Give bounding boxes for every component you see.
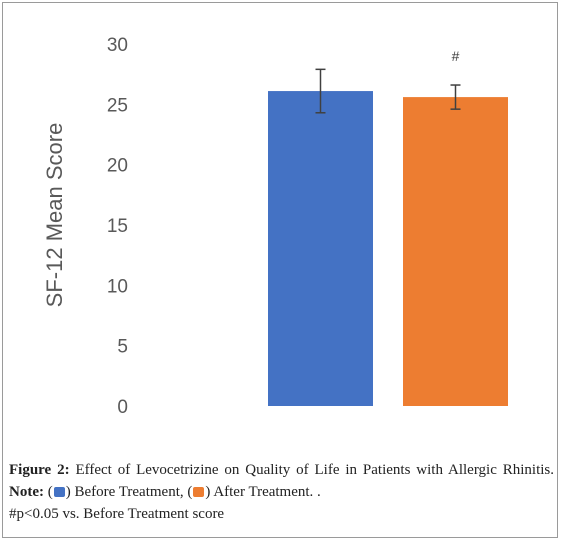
before-swatch [53,487,65,497]
y-tick-label: 0 [117,397,128,418]
caption-footnote: #p<0.05 vs. Before Treatment score [9,506,225,522]
bar-chart: SF-12 Mean Score 0 5 10 15 20 25 30 # [42,35,508,418]
after-swatch [193,487,205,497]
significance-marker: # [452,48,460,64]
y-tick-label: 10 [107,276,128,297]
figure-label: Figure 2: [9,462,70,478]
y-tick-label: 25 [107,95,128,116]
y-tick-label: 15 [107,216,128,237]
y-axis-ticks: 0 5 10 15 20 25 30 [107,35,128,418]
y-axis-label: SF-12 Mean Score [42,123,67,308]
figure-caption: Figure 2: Effect of Levocetrizine on Qua… [9,462,555,522]
bar-before-treatment [268,91,373,406]
bars: # [268,48,508,407]
caption-text: Effect of Levocetrizine on Quality of Li… [75,462,555,478]
y-tick-label: 5 [117,337,128,358]
bar-after-treatment [403,97,508,407]
note-label: Note: [9,484,44,500]
y-tick-label: 20 [107,156,128,177]
y-tick-label: 30 [107,35,128,56]
before-legend-label: Before Treatment, [74,484,184,500]
after-legend-label: After Treatment. . [213,484,321,500]
